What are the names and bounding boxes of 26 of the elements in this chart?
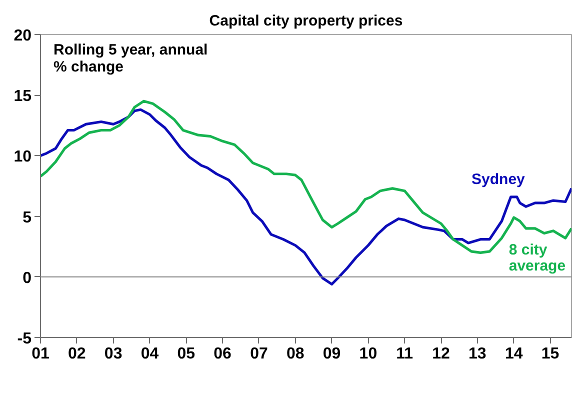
x-tick-label: 06 bbox=[214, 346, 232, 362]
x-tick-label: 07 bbox=[250, 346, 268, 362]
y-tick-label: 20 bbox=[14, 28, 32, 44]
x-tick-label: 15 bbox=[541, 346, 560, 362]
y-tick-label: 5 bbox=[22, 209, 32, 226]
annotation: Rolling 5 year, annual % change bbox=[54, 42, 208, 76]
series-label: Sydney bbox=[472, 170, 526, 188]
x-tick-label: 03 bbox=[104, 346, 122, 362]
line-series bbox=[40, 108, 572, 286]
x-tick-label: 10 bbox=[359, 346, 378, 362]
x-tick-label: 13 bbox=[468, 346, 486, 362]
x-tick-label: 01 bbox=[32, 346, 50, 362]
y-tick-label: 15 bbox=[14, 88, 32, 106]
x-tick-label: 02 bbox=[68, 346, 86, 362]
chart-title: Capital city property prices bbox=[209, 12, 403, 30]
x-tick-label: 09 bbox=[322, 346, 341, 362]
y-tick-label: -5 bbox=[17, 330, 32, 348]
y-tick-label: 0 bbox=[22, 270, 32, 287]
x-tick-label: 11 bbox=[396, 346, 414, 362]
x-tick-label: 08 bbox=[286, 346, 304, 362]
series-label: 8 city average bbox=[508, 242, 566, 275]
x-tick-label: 05 bbox=[177, 346, 196, 362]
x-tick-label: 12 bbox=[432, 346, 450, 362]
x-tick-label: 14 bbox=[504, 346, 523, 362]
y-tick-label: 10 bbox=[14, 148, 32, 166]
x-tick-label: 04 bbox=[140, 346, 159, 362]
